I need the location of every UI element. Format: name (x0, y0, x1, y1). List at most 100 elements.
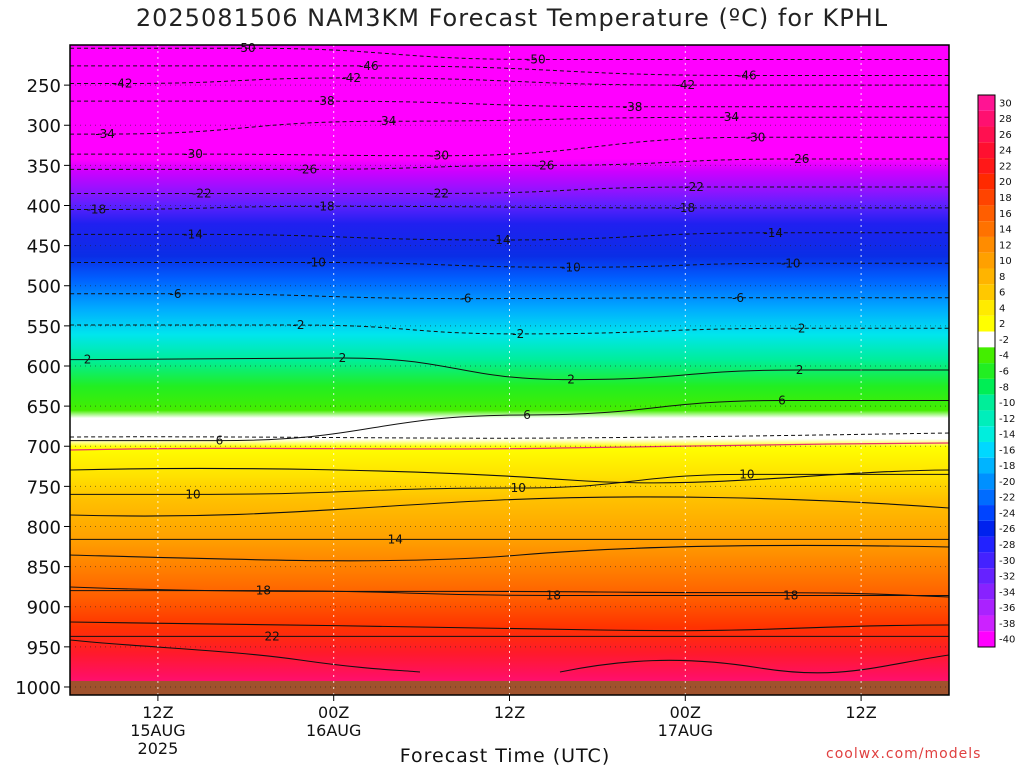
contour-line (70, 324, 949, 335)
colorbar-swatch (978, 347, 995, 364)
x-tick-label: 00Z (318, 703, 349, 722)
colorbar-label: -6 (999, 367, 1009, 378)
contour-line (70, 100, 949, 108)
contour-line (70, 205, 949, 211)
colorbar-label: 24 (999, 146, 1012, 157)
colorbar-label: 6 (999, 288, 1005, 299)
chart-title: 2025081506 NAM3KM Forecast Temperature (… (135, 4, 889, 32)
contour-label: -6 (732, 291, 744, 305)
colorbar-label: 14 (999, 225, 1012, 236)
colorbar-label: -32 (999, 572, 1015, 583)
x-axis-label: Forecast Time (UTC) (399, 745, 611, 767)
contour-label: -26 (535, 158, 555, 172)
colorbar-swatch (978, 315, 995, 332)
contour-label: -34 (719, 110, 739, 124)
contour-label: 18 (783, 588, 798, 602)
colorbar-label: -12 (999, 414, 1015, 425)
contour-label: -34 (377, 114, 397, 128)
contour-label: 10 (739, 467, 754, 481)
contour-label: 22 (265, 629, 280, 643)
warm-contour-line (69, 467, 950, 484)
colorbar-swatch (978, 615, 995, 632)
colorbar-label: 28 (999, 114, 1012, 125)
colorbar-label: -26 (999, 524, 1015, 535)
colorbar-swatch (978, 221, 995, 237)
contour-label: -26 (298, 162, 318, 176)
contour-label: -18 (87, 203, 107, 217)
colorbar-label: -22 (999, 493, 1015, 504)
colorbar-swatch (978, 142, 995, 159)
contour-label: -50 (236, 41, 256, 55)
contour-label: -30 (746, 130, 766, 144)
y-tick-label: 250 (27, 76, 61, 97)
contour-label: -2 (293, 318, 305, 332)
colorbar-swatch (978, 173, 995, 190)
colorbar-label: -28 (999, 540, 1015, 551)
y-tick-label: 450 (27, 237, 61, 258)
contour-label: 2 (339, 351, 347, 365)
colorbar-label: -34 (999, 587, 1015, 598)
colorbar-swatch (978, 489, 995, 506)
contour-line (69, 399, 949, 442)
y-tick-label: 600 (27, 357, 61, 378)
warm-contour-line (69, 496, 950, 517)
x-tick-label: 2025 (138, 739, 179, 758)
colorbar-label: -14 (999, 430, 1015, 441)
colorbar-swatch (978, 110, 995, 127)
contour-line (70, 293, 950, 300)
contour-line (70, 232, 949, 241)
contour-label: -50 (526, 52, 546, 66)
contour-label: 6 (523, 408, 531, 422)
y-tick-label: 650 (27, 397, 61, 418)
contour-label: -46 (359, 59, 379, 73)
colorbar-label: 20 (999, 177, 1012, 188)
colorbar-swatch (978, 599, 995, 616)
contour-label: -14 (183, 227, 203, 241)
colorbar-swatch (978, 236, 995, 253)
contour-label: 10 (185, 487, 200, 501)
contour-label: -14 (763, 226, 783, 240)
contour-label: -30 (429, 149, 449, 163)
x-tick-label: 16AUG (306, 721, 361, 740)
colorbar: 30 28 26 24 22 20 18 16 14 12 10 8 6 4 2 -2 -4 -6 -8 -10 -12… (977, 94, 1015, 648)
colorbar-label: -4 (999, 351, 1009, 362)
contour-line (70, 473, 949, 495)
contour-label: -10 (781, 256, 801, 270)
colorbar-swatch (978, 631, 995, 647)
freezing-line (69, 442, 950, 451)
contour-label: 10 (511, 481, 526, 495)
contour-line (70, 136, 949, 157)
y-tick-label: 900 (27, 598, 61, 619)
x-tick-label: 15AUG (130, 721, 185, 740)
cold-contour-line (69, 432, 950, 439)
colorbar-label: 2 (999, 319, 1005, 330)
contour-label: -10 (306, 255, 326, 269)
contour-labels: -50-50-46-46-42 -42-42-38 -38-34-34 -34-30-… (84, 41, 810, 643)
warm-contour-line (559, 654, 950, 674)
contour-line (70, 65, 949, 76)
contour-label: -34 (95, 127, 115, 141)
colorbar-swatch (978, 568, 995, 584)
colorbar-label: 8 (999, 272, 1005, 283)
contour-label: -2 (512, 327, 524, 341)
colorbar-swatch (978, 441, 995, 458)
colorbar-swatch (978, 158, 995, 174)
credit-link[interactable]: coolwx.com/models (826, 746, 982, 762)
colorbar-swatch (978, 552, 995, 569)
contour-label: 2 (796, 363, 804, 377)
contour-label: -22 (429, 186, 449, 200)
colorbar-swatch (978, 268, 995, 285)
colorbar-swatch (978, 300, 995, 316)
colorbar-label: 12 (999, 240, 1012, 251)
colorbar-border (977, 94, 996, 648)
contour-line (69, 158, 949, 170)
contour-label: -38 (623, 100, 643, 114)
contour-label: -42 (341, 71, 361, 85)
warm-contour-line (69, 621, 950, 632)
warm-contour-line (69, 544, 950, 562)
contour-label: -42 (675, 78, 695, 92)
contour-label: 2 (84, 353, 92, 367)
x-tick-label: 12Z (142, 703, 173, 722)
colorbar-swatch (978, 252, 995, 269)
